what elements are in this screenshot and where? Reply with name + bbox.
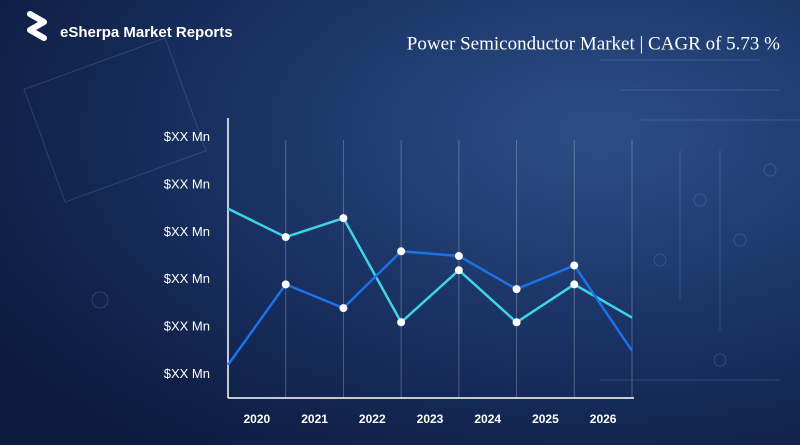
y-tick-label: $XX Mn [164,271,210,286]
y-tick-label: $XX Mn [164,224,210,239]
y-tick-label: $XX Mn [164,176,210,191]
y-tick-label: $XX Mn [164,318,210,333]
x-tick-label: 2025 [532,412,559,426]
data-point [397,318,406,327]
data-point [281,233,290,242]
x-tick-label: 2020 [244,412,271,426]
data-point [339,214,348,223]
x-tick-label: 2023 [417,412,444,426]
data-point [339,304,348,313]
data-point [570,280,579,289]
data-point [281,280,290,289]
data-point [512,285,521,294]
data-point [454,266,463,275]
data-point [570,261,579,270]
x-tick-label: 2022 [359,412,386,426]
x-tick-label: 2026 [590,412,617,426]
x-tick-label: 2021 [301,412,328,426]
data-point [512,318,521,327]
series-line [227,207,633,325]
series-line [226,249,634,366]
y-tick-label: $XX Mn [164,129,210,144]
data-point [454,252,463,260]
y-tick-label: $XX Mn [164,366,210,381]
circuit-decoration [23,37,800,381]
data-point [397,247,406,256]
logo-icon [27,11,47,41]
brand-name: eSherpa Market Reports [60,24,233,41]
x-tick-label: 2024 [474,412,501,426]
chart-title: Power Semiconductor Market | CAGR of 5.7… [407,33,780,54]
